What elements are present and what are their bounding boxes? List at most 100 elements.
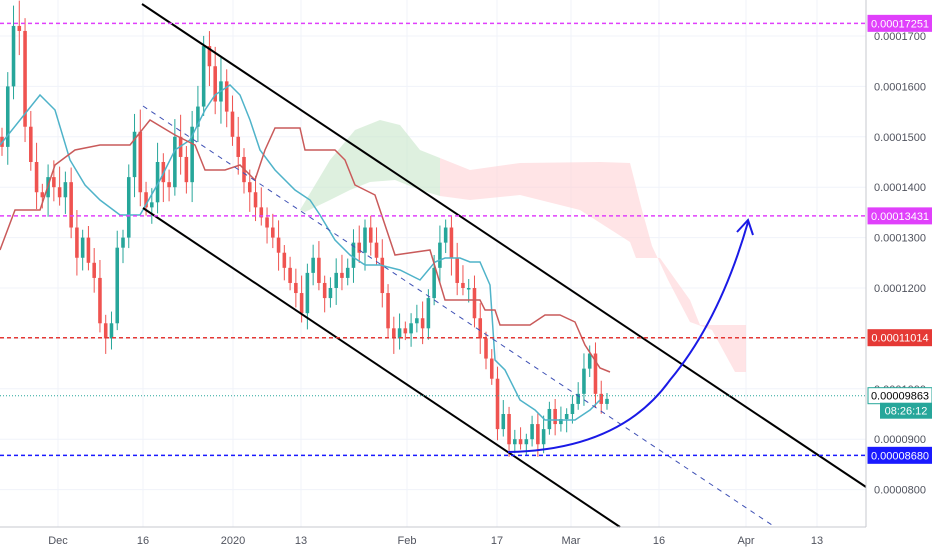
candle-body [605,398,609,404]
candle-body [403,328,408,334]
candle-body [559,419,563,425]
price-badge-label: 0.00013431 [871,211,929,223]
candle-body [80,237,85,258]
candle-body [167,182,171,188]
candle-body [484,338,488,359]
candle-body [374,242,379,258]
y-tick-label: 0.0001600 [874,81,926,93]
y-tick-label: 0.0001400 [874,182,926,194]
candle-body [564,414,569,420]
candle-body [432,267,436,299]
candle-body [155,162,160,203]
candle-body [29,126,33,162]
candle-body [334,272,338,288]
y-tick-label: 0.0001300 [874,233,926,245]
x-tick-label: Feb [398,535,417,547]
candle-body [582,368,586,394]
candle-body [340,272,344,278]
x-tick-label: Dec [48,535,68,547]
x-tick-label: 16 [137,535,149,547]
candle-body [294,282,298,294]
candle-body [34,162,39,193]
trend-channel[interactable] [141,3,867,528]
candle-body [576,393,580,404]
ichimoku-cloud [300,120,746,372]
candle-body [392,328,396,339]
candle-body [271,227,275,238]
candle-body [63,182,68,198]
price-badge [867,14,932,32]
candle-body [201,46,206,107]
kijun-line [0,119,611,373]
price-badge-label: 0.00017251 [871,18,929,30]
candle-body [305,272,310,314]
candle-body [11,25,16,87]
candle-body [357,242,362,253]
candle-body [173,136,177,188]
candle-body [524,439,529,445]
candle-body [322,282,327,299]
channel-midline [142,105,776,528]
y-tick-label: 0.0001200 [874,283,926,295]
candle-body [397,328,402,339]
projection-arrow[interactable] [507,218,754,453]
x-tick-label: Apr [737,535,754,547]
candle-body [299,293,304,314]
candle-body [553,408,557,425]
candle-body [518,439,523,445]
candle-body [593,353,598,394]
candle-body [276,237,281,253]
candle-body [69,182,73,228]
candle-body [109,323,114,339]
price-badge-label: 0.00009863 [871,391,929,403]
price-badge-label: 0.00008680 [871,450,929,462]
candles [0,0,609,457]
candle-body [466,288,471,290]
candle-body [288,267,292,283]
price-badge [867,446,932,464]
candle-body [368,227,373,243]
candle-body [449,227,454,258]
candle-body [236,136,241,157]
candle-body [472,288,477,319]
candle-body [489,358,494,379]
cloud-green [300,120,440,212]
x-tick-label: 16 [653,535,665,547]
candle-body [247,182,252,193]
price-badges: 0.00017251 0.00013431 0.00011014 0.00009863… [867,14,932,464]
channel-lower-line [142,207,621,528]
x-tick-label: 13 [295,535,307,547]
candle-body [599,393,604,404]
candle-body [138,131,143,193]
candle-body [420,318,425,329]
candle-body [438,242,442,268]
candle-body [224,81,229,112]
candle-body [57,187,62,198]
candle-body [23,30,27,127]
candle-body [86,237,91,263]
candle-body [328,288,333,299]
candle-body [507,414,511,445]
projection-arrowhead [736,218,754,236]
candle-body [386,293,390,329]
x-tick-label: 13 [811,535,823,547]
candle-body [98,277,102,324]
candle-body [345,267,350,278]
candle-body [265,217,269,228]
y-tick-label: 0.0001500 [874,132,926,144]
y-tick-label: 0.0000800 [874,485,926,497]
candle-body [380,257,385,294]
candle-body [443,227,448,243]
candle-body [184,156,189,183]
candle-body [513,439,517,445]
x-tick-label: Mar [562,535,581,547]
candle-body [409,323,413,334]
candle-body [190,126,194,183]
channel-upper-line [141,3,867,488]
tenkan-line [0,84,601,421]
candle-body [570,403,575,414]
horizontal-levels[interactable] [0,22,866,457]
candle-body [501,414,506,430]
candle-body [478,318,483,339]
